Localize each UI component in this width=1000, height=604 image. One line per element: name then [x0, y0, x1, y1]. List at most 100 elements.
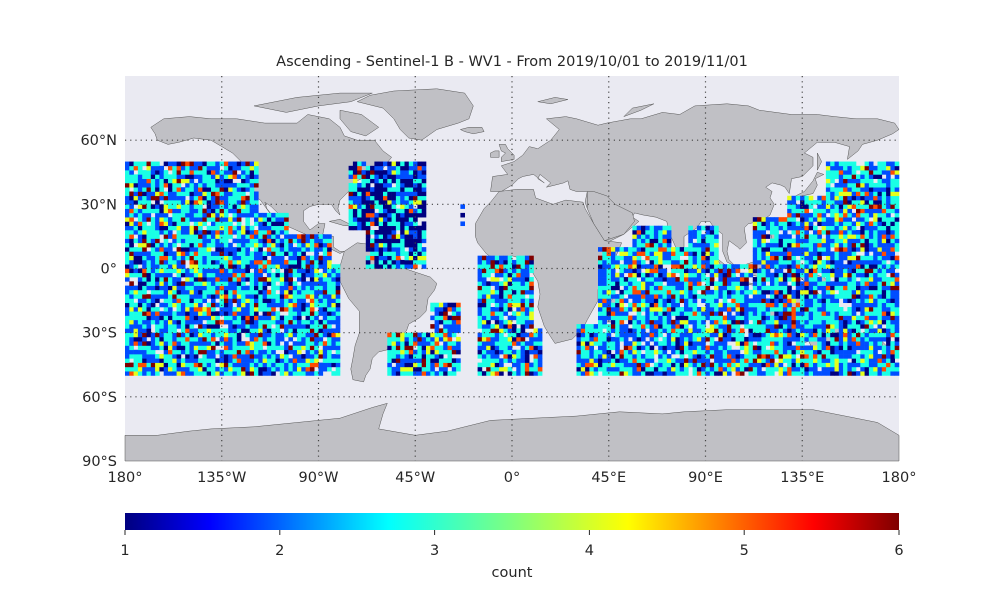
coverage-cell — [245, 341, 250, 346]
coverage-cell — [447, 319, 453, 325]
coverage-cell — [365, 234, 371, 239]
coverage-cell — [494, 311, 500, 316]
coverage-cell — [150, 345, 156, 351]
coverage-cell — [202, 289, 207, 295]
coverage-cell — [503, 311, 508, 316]
coverage-cell — [146, 208, 152, 214]
coverage-cell — [834, 294, 840, 299]
coverage-cell — [610, 319, 616, 325]
coverage-cell — [722, 341, 728, 346]
coverage-cell — [645, 264, 650, 269]
coverage-cell — [619, 362, 625, 368]
coverage-cell — [731, 298, 736, 304]
coverage-cell — [168, 217, 173, 222]
coverage-cell — [757, 285, 762, 291]
coverage-cell — [417, 238, 422, 244]
coverage-cell — [223, 281, 229, 286]
coverage-cell — [696, 349, 702, 355]
coverage-cell — [185, 217, 190, 222]
coverage-cell — [503, 341, 508, 346]
coverage-cell — [653, 251, 659, 256]
coverage-cell — [198, 302, 203, 308]
coverage-cell — [838, 225, 844, 231]
coverage-cell — [692, 268, 698, 274]
coverage-cell — [666, 298, 672, 304]
coverage-cell — [529, 366, 534, 372]
coverage-cell — [813, 242, 818, 248]
coverage-cell — [649, 366, 655, 372]
coverage-cell — [421, 195, 427, 201]
coverage-cell — [606, 341, 612, 346]
coverage-cell — [223, 225, 229, 231]
coverage-cell — [228, 200, 233, 205]
coverage-cell — [258, 281, 263, 286]
coverage-cell — [641, 302, 646, 308]
coverage-cell — [757, 341, 762, 346]
coverage-cell — [125, 294, 130, 299]
coverage-cell — [228, 362, 233, 368]
coverage-cell — [494, 307, 500, 312]
coverage-cell — [494, 371, 500, 376]
coverage-cell — [636, 242, 642, 248]
coverage-cell — [619, 281, 625, 286]
coverage-cell — [391, 234, 397, 239]
coverage-cell — [168, 362, 173, 368]
coverage-cell — [679, 289, 685, 295]
coverage-cell — [370, 264, 375, 269]
coverage-cell — [705, 358, 711, 363]
coverage-cell — [150, 268, 156, 274]
coverage-cell — [297, 319, 302, 325]
coverage-cell — [443, 345, 448, 351]
coverage-cell — [477, 268, 483, 274]
coverage-cell — [443, 336, 448, 342]
coverage-cell — [215, 174, 220, 179]
coverage-cell — [223, 238, 229, 244]
coverage-cell — [137, 345, 143, 351]
coverage-cell — [516, 354, 521, 359]
coverage-cell — [821, 281, 827, 286]
coverage-cell — [271, 285, 276, 291]
coverage-cell — [137, 208, 143, 214]
coverage-cell — [602, 255, 607, 261]
coverage-cell — [662, 371, 668, 376]
coverage-cell — [254, 324, 259, 329]
coverage-cell — [198, 298, 203, 304]
coverage-cell — [163, 366, 169, 372]
coverage-cell — [125, 174, 130, 179]
coverage-cell — [585, 354, 590, 359]
coverage-cell — [765, 336, 771, 342]
coverage-cell — [438, 345, 444, 351]
coverage-cell — [778, 311, 784, 316]
coverage-cell — [705, 294, 711, 299]
coverage-cell — [610, 371, 616, 376]
coverage-cell — [374, 230, 379, 235]
coverage-cell — [258, 362, 263, 368]
coverage-cell — [696, 341, 702, 346]
coverage-cell — [434, 336, 440, 342]
coverage-cell — [189, 212, 195, 218]
coverage-cell — [159, 230, 164, 235]
coverage-cell — [817, 307, 822, 312]
coverage-cell — [653, 341, 659, 346]
coverage-cell — [494, 294, 500, 299]
coverage-cell — [155, 187, 160, 192]
coverage-cell — [671, 289, 676, 295]
coverage-cell — [142, 195, 147, 201]
coverage-cell — [327, 354, 332, 359]
coverage-cell — [374, 161, 379, 167]
coverage-cell — [486, 324, 491, 329]
coverage-cell — [142, 311, 147, 316]
coverage-cell — [684, 251, 689, 256]
coverage-cell — [137, 230, 143, 235]
coverage-cell — [279, 366, 285, 372]
coverage-cell — [477, 349, 483, 355]
coverage-cell — [486, 307, 491, 312]
coverage-cell — [761, 358, 766, 363]
coverage-cell — [254, 161, 259, 167]
coverage-cell — [150, 332, 156, 338]
coverage-cell — [692, 319, 698, 325]
coverage-cell — [817, 208, 822, 214]
coverage-cell — [662, 302, 668, 308]
coverage-cell — [176, 324, 182, 329]
coverage-cell — [172, 341, 177, 346]
